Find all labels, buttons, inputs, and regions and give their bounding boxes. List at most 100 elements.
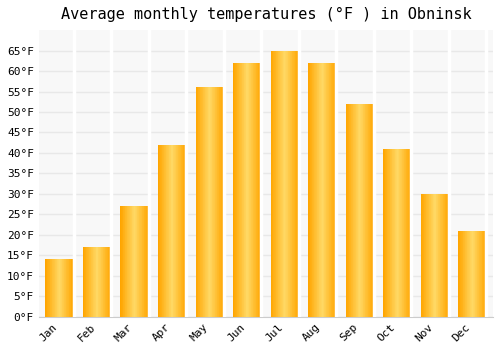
Bar: [60, 259, 61, 317]
Bar: [279, 50, 280, 317]
Bar: [446, 194, 447, 317]
Bar: [160, 145, 161, 317]
Bar: [438, 194, 439, 317]
Bar: [129, 206, 130, 317]
Bar: [220, 88, 221, 317]
Bar: [72, 259, 73, 317]
Bar: [65, 259, 66, 317]
Bar: [384, 149, 386, 317]
Bar: [161, 145, 162, 317]
Bar: [296, 50, 298, 317]
Bar: [176, 145, 177, 317]
Bar: [324, 63, 325, 317]
Bar: [204, 88, 206, 317]
Bar: [422, 194, 423, 317]
Bar: [102, 247, 104, 317]
Bar: [282, 50, 284, 317]
Bar: [316, 63, 318, 317]
Bar: [53, 259, 54, 317]
Bar: [398, 149, 400, 317]
Bar: [360, 104, 361, 317]
Bar: [460, 231, 461, 317]
Bar: [236, 63, 238, 317]
Bar: [147, 206, 148, 317]
Bar: [442, 194, 444, 317]
Bar: [403, 149, 404, 317]
Bar: [200, 88, 201, 317]
Bar: [354, 104, 355, 317]
Bar: [276, 50, 277, 317]
Bar: [48, 259, 49, 317]
Bar: [386, 149, 387, 317]
Bar: [320, 63, 321, 317]
Bar: [107, 247, 108, 317]
Bar: [392, 149, 393, 317]
Bar: [245, 63, 246, 317]
Bar: [470, 231, 471, 317]
Bar: [400, 149, 401, 317]
Bar: [313, 63, 314, 317]
Bar: [435, 194, 436, 317]
Bar: [309, 63, 310, 317]
Bar: [318, 63, 320, 317]
Bar: [88, 247, 90, 317]
Bar: [106, 247, 107, 317]
Bar: [257, 63, 258, 317]
Bar: [352, 104, 354, 317]
Bar: [334, 63, 335, 317]
Bar: [396, 149, 398, 317]
Bar: [179, 145, 180, 317]
Bar: [244, 63, 245, 317]
Bar: [350, 104, 352, 317]
Bar: [142, 206, 143, 317]
Bar: [54, 259, 55, 317]
Bar: [218, 88, 219, 317]
Bar: [346, 104, 347, 317]
Bar: [372, 104, 373, 317]
Bar: [109, 247, 110, 317]
Bar: [410, 149, 412, 317]
Bar: [252, 63, 253, 317]
Bar: [286, 50, 287, 317]
Bar: [120, 206, 121, 317]
Bar: [308, 63, 309, 317]
Bar: [173, 145, 174, 317]
Bar: [405, 149, 406, 317]
Bar: [326, 63, 327, 317]
Bar: [130, 206, 131, 317]
Bar: [215, 88, 216, 317]
Bar: [128, 206, 129, 317]
Bar: [388, 149, 389, 317]
Bar: [467, 231, 468, 317]
Bar: [281, 50, 282, 317]
Bar: [101, 247, 102, 317]
Bar: [347, 104, 348, 317]
Bar: [233, 63, 234, 317]
Bar: [98, 247, 99, 317]
Bar: [272, 50, 274, 317]
Bar: [197, 88, 198, 317]
Bar: [423, 194, 424, 317]
Bar: [90, 247, 92, 317]
Bar: [62, 259, 63, 317]
Bar: [133, 206, 134, 317]
Bar: [428, 194, 429, 317]
Bar: [131, 206, 132, 317]
Bar: [49, 259, 50, 317]
Bar: [124, 206, 126, 317]
Bar: [170, 145, 172, 317]
Bar: [46, 259, 47, 317]
Bar: [260, 63, 261, 317]
Bar: [440, 194, 441, 317]
Bar: [356, 104, 357, 317]
Bar: [434, 194, 435, 317]
Bar: [321, 63, 322, 317]
Bar: [389, 149, 390, 317]
Bar: [330, 63, 332, 317]
Bar: [145, 206, 146, 317]
Bar: [212, 88, 213, 317]
Bar: [355, 104, 356, 317]
Bar: [432, 194, 433, 317]
Bar: [248, 63, 250, 317]
Bar: [126, 206, 127, 317]
